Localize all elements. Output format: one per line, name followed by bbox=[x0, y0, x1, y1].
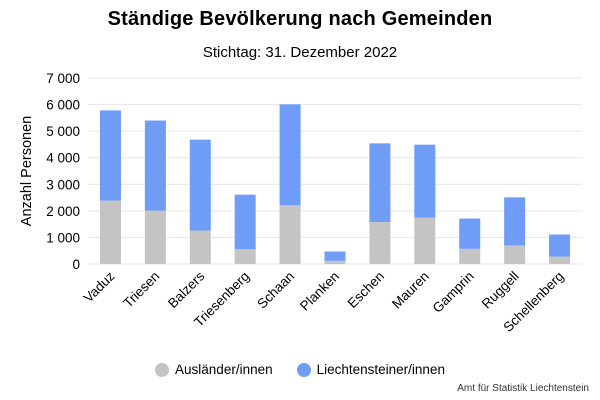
bar-auslaender bbox=[324, 260, 346, 264]
bar-liechtensteiner bbox=[459, 218, 481, 249]
legend-marker-liechtensteiner bbox=[296, 362, 311, 377]
bar-auslaender bbox=[234, 249, 256, 264]
legend-item-auslaender[interactable]: Ausländer/innen bbox=[155, 362, 273, 377]
y-tick-label: 4 000 bbox=[46, 151, 80, 166]
y-tick-label: 1 000 bbox=[46, 230, 80, 245]
x-tick-label: Planken bbox=[297, 269, 342, 314]
x-tick-label: Triesen bbox=[120, 269, 162, 311]
chart-title: Ständige Bevölkerung nach Gemeinden bbox=[107, 8, 493, 30]
bar-auslaender bbox=[99, 200, 121, 264]
x-tick-label: Gamprin bbox=[430, 269, 477, 316]
source-credit: Amt für Statistik Liechtenstein bbox=[457, 383, 589, 394]
bar-auslaender bbox=[369, 222, 391, 264]
bar-auslaender bbox=[504, 245, 526, 264]
bar-liechtensteiner bbox=[144, 120, 166, 211]
bar-liechtensteiner bbox=[189, 139, 211, 231]
bar-auslaender bbox=[549, 256, 571, 264]
bar-liechtensteiner bbox=[504, 197, 526, 246]
y-tick-label: 0 bbox=[72, 257, 80, 272]
x-tick-label: Ruggell bbox=[479, 269, 522, 312]
x-tick-label: Eschen bbox=[345, 269, 387, 311]
x-tick-label: Schaan bbox=[254, 269, 297, 312]
x-tick-label: Balzers bbox=[165, 268, 208, 311]
bar-auslaender bbox=[279, 205, 301, 264]
y-tick-label: 7 000 bbox=[46, 71, 80, 86]
y-tick-label: 5 000 bbox=[46, 124, 80, 139]
y-axis-label: Anzahl Personen bbox=[19, 116, 35, 226]
bar-liechtensteiner bbox=[279, 104, 301, 206]
bar-liechtensteiner bbox=[369, 143, 391, 223]
bar-liechtensteiner bbox=[99, 110, 121, 201]
legend-marker-auslaender bbox=[155, 362, 170, 377]
bar-liechtensteiner bbox=[324, 251, 346, 261]
x-tick-label: Mauren bbox=[389, 269, 432, 312]
x-tick-label: Vaduz bbox=[81, 268, 118, 305]
bar-liechtensteiner bbox=[414, 144, 436, 218]
bar-auslaender bbox=[414, 217, 436, 264]
legend-label-liechtensteiner: Liechtensteiner/innen bbox=[316, 362, 445, 377]
bar-auslaender bbox=[459, 248, 481, 264]
legend-label-auslaender: Ausländer/innen bbox=[175, 362, 273, 377]
bar-liechtensteiner bbox=[549, 234, 571, 257]
y-tick-label: 3 000 bbox=[46, 177, 80, 192]
y-tick-label: 6 000 bbox=[46, 98, 80, 113]
y-tick-label: 2 000 bbox=[46, 204, 80, 219]
legend-item-liechtensteiner[interactable]: Liechtensteiner/innen bbox=[296, 362, 445, 377]
bar-liechtensteiner bbox=[234, 194, 256, 250]
chart-legend: Ausländer/innen Liechtensteiner/innen bbox=[0, 362, 600, 377]
bar-auslaender bbox=[144, 210, 166, 264]
bar-auslaender bbox=[189, 230, 211, 264]
chart-subtitle: Stichtag: 31. Dezember 2022 bbox=[202, 44, 398, 61]
